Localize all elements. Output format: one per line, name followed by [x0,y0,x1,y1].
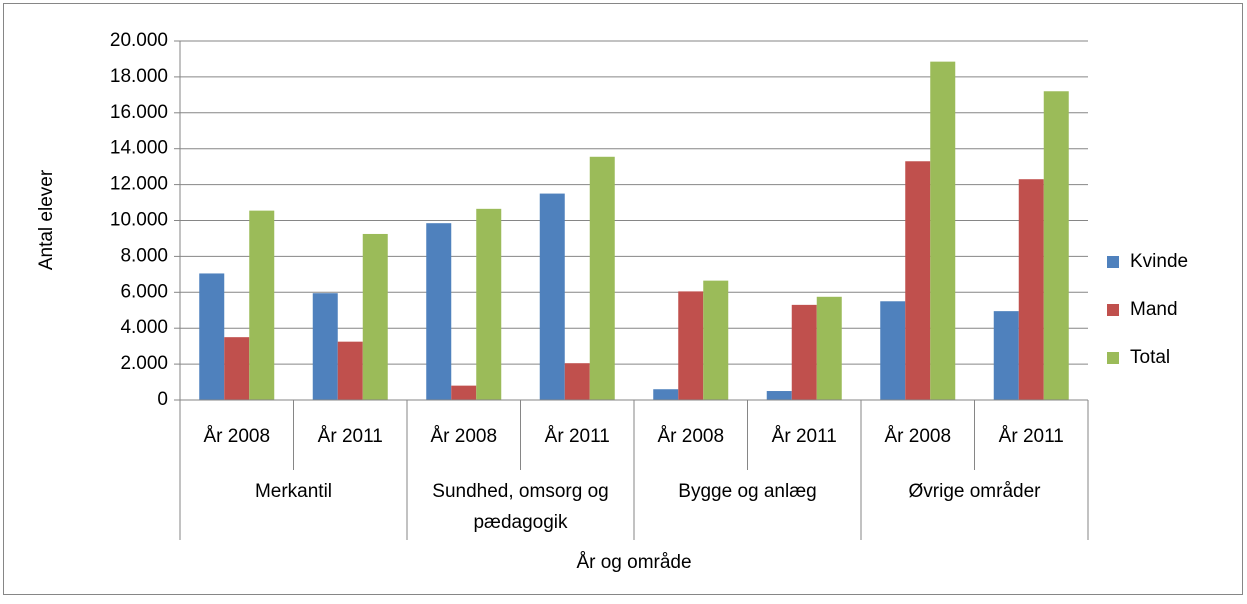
bar [653,389,679,400]
legend-swatch [1107,352,1119,364]
bar [589,156,615,400]
x-tick-label: År 2008 [430,426,497,447]
bar [703,280,729,400]
y-tick-label: 16.000 [110,102,168,123]
legend-label: Total [1130,347,1170,368]
y-tick-label: 8.000 [120,245,168,266]
bar [426,223,452,400]
bar [224,337,250,400]
x-tick-label: År 2008 [203,426,270,447]
bar [564,363,590,400]
y-tick-label: 4.000 [120,317,168,338]
x-tick-label: År 2008 [657,426,724,447]
legend-swatch [1107,256,1119,268]
y-axis-title: Antal elever [36,169,57,270]
legend-swatch [1107,304,1119,316]
x-tick-label: År 2011 [772,426,837,447]
bar [766,391,792,400]
bar [337,341,363,400]
x-tick-label: År 2011 [545,426,610,447]
group-label-box: Øvrige områder [908,481,1041,502]
y-tick-label: 18.000 [110,66,168,87]
group-label: Øvrige områder [908,481,1041,502]
bar [880,301,906,400]
y-tick-label: 12.000 [110,174,168,195]
group-label-box: Bygge og anlæg [678,481,817,502]
bar [476,208,502,400]
bar [451,385,477,400]
bar [199,273,225,400]
group-label: Merkantil [254,481,333,502]
bar [539,193,565,400]
group-label-box: Sundhed, omsorg og pædagogik [432,481,609,533]
bar [362,233,388,400]
bar [930,61,956,401]
group-label-box: Merkantil [254,481,333,502]
bar [1043,91,1069,400]
bar [1018,179,1044,400]
y-tick-label: 6.000 [120,281,168,302]
bar [905,161,931,400]
group-label: Bygge og anlæg [678,481,817,502]
y-tick-label: 20.000 [110,30,168,51]
x-tick-label: År 2011 [318,426,383,447]
bar [816,296,842,400]
bar [993,311,1019,400]
x-tick-label: År 2008 [884,426,951,447]
bar [249,210,275,400]
y-tick-label: 2.000 [120,353,168,374]
y-tick-label: 14.000 [110,138,168,159]
legend-label: Kvinde [1130,251,1188,272]
legend-label: Mand [1130,299,1178,320]
y-tick-label: 0 [157,389,168,410]
x-tick-label: År 2011 [999,426,1064,447]
group-label: Sundhed, omsorg og pædagogik [432,481,609,533]
bar [312,293,338,400]
y-tick-label: 10.000 [110,210,168,231]
bar [791,304,817,400]
x-axis-title: År og område [576,552,691,573]
bar [678,291,704,400]
